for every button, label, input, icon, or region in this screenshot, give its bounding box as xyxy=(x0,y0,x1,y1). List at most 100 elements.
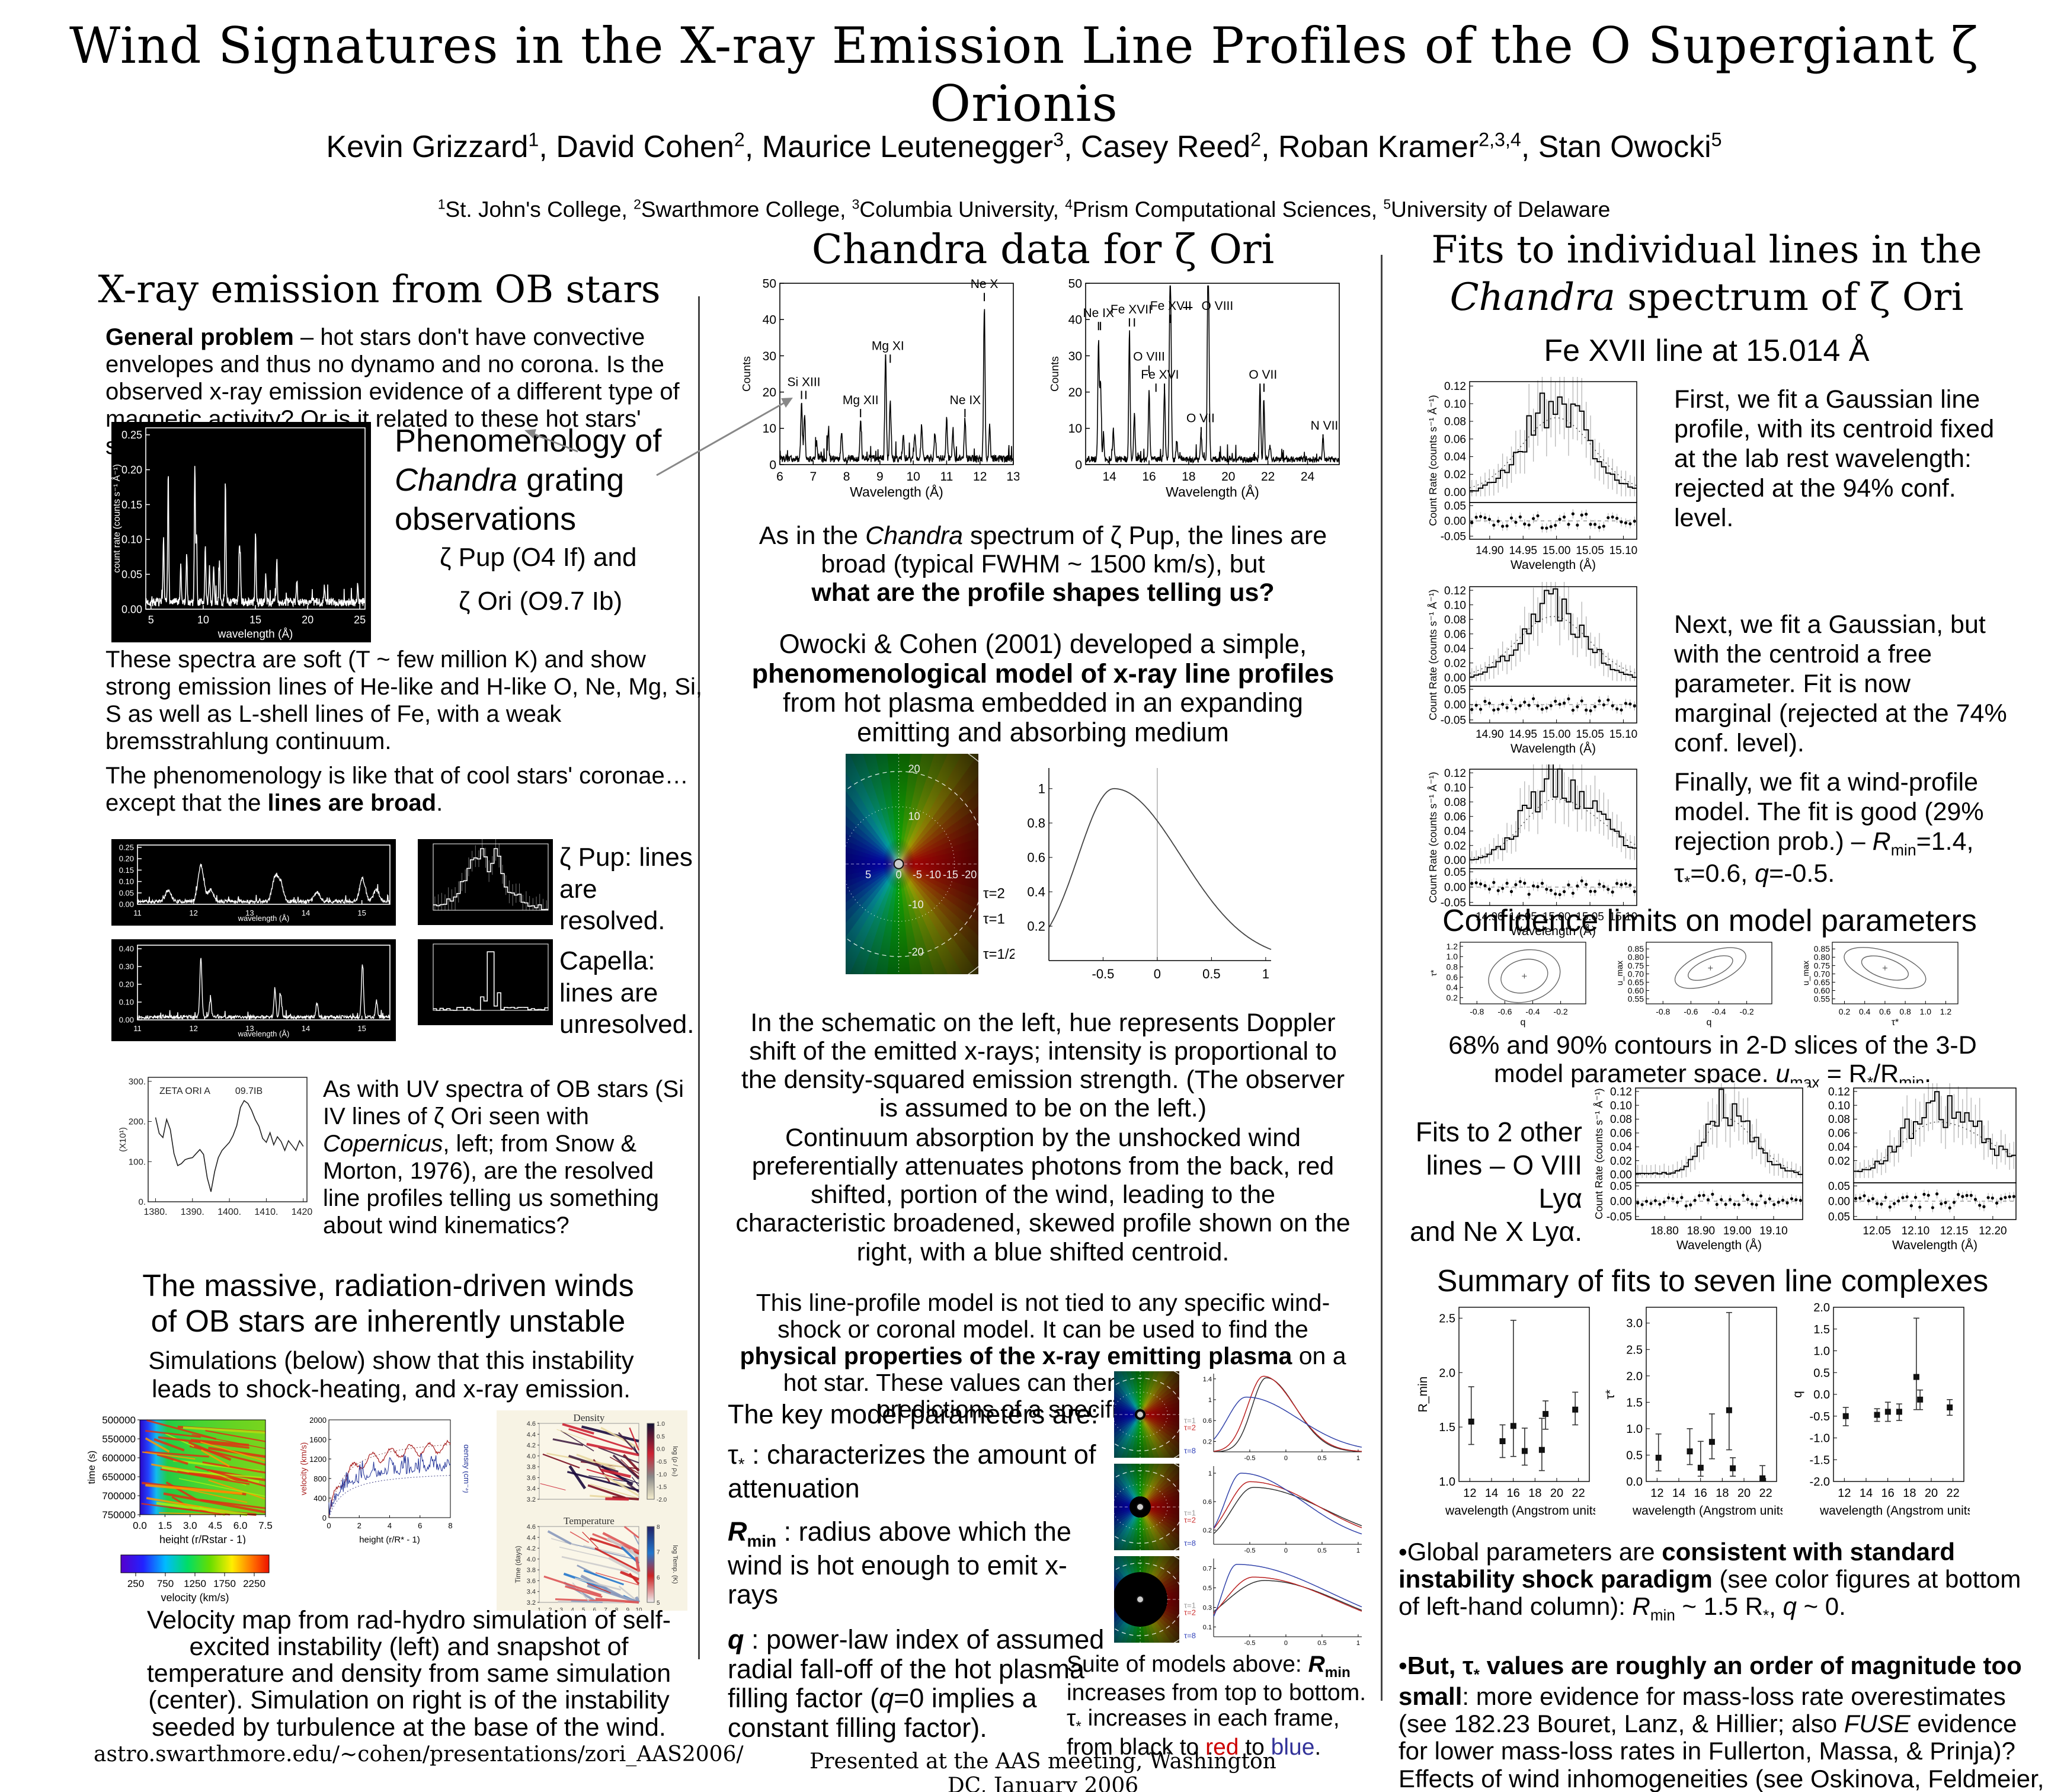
affiliation: 5University of Delaware xyxy=(1383,197,1611,222)
tick-label: 20 xyxy=(1068,386,1082,399)
tick-label: 0.70 xyxy=(1814,969,1830,978)
continuum-paragraph: Continuum absorption by the unshocked wi… xyxy=(735,1124,1351,1266)
zeta-pup-label: ζ Pup (O4 If) and xyxy=(440,543,637,572)
tick-label: 11 xyxy=(133,1024,142,1033)
tick-label: 0.02 xyxy=(1828,1155,1850,1167)
tick-label: τ=1 xyxy=(1184,1416,1196,1425)
tick-label: 0.05 xyxy=(1444,866,1466,879)
suite-caption: Suite of models above: Rmin increases fr… xyxy=(1067,1652,1367,1760)
tick-label: 500000 xyxy=(102,1415,136,1426)
tick-label: τ* xyxy=(1429,969,1438,977)
tick-label: 0.6 xyxy=(1027,850,1045,865)
mid-heading: Chandra data for ζ Ori xyxy=(811,226,1275,273)
tick-label: Wavelength (Å) xyxy=(1892,1239,1977,1252)
zeta-ori-label: ζ Ori (O9.7 Ib) xyxy=(459,587,623,616)
tick-label: Wavelength (Å) xyxy=(1676,1239,1762,1252)
summary-plot-rmin: 12 14 16 18 20 22 1.0 1.5 2.0 2.5 wavelength (Angs… xyxy=(1417,1301,1595,1521)
tick-label: 1.2 xyxy=(1940,1007,1952,1016)
c-cbar-svg: 250 750 1250 1750 2250 velocity (km/s) xyxy=(120,1554,270,1604)
fit-text-2: Next, we fit a Gaussian, but with the ce… xyxy=(1674,610,2007,757)
tick-label: 700000 xyxy=(102,1490,136,1502)
simulations-text: Simulations (below) show that this insta… xyxy=(148,1346,634,1403)
tick-label: 10 xyxy=(908,811,920,823)
tick-label: 0.20 xyxy=(119,980,134,989)
tick-label: 22 xyxy=(1572,1487,1585,1500)
tick-label: 7 xyxy=(604,1607,607,1611)
tick-label: Time (days) xyxy=(514,1546,522,1583)
tick-label: 0.65 xyxy=(1814,977,1830,987)
tick-label: 2.0 xyxy=(1813,1301,1830,1314)
c-ct1-svg: -0.8 -0.6 -0.4 -0.2 0.20.40.60.81.01.2 q τ* xyxy=(1429,942,1586,1028)
tick-label: 0.04 xyxy=(1444,451,1466,463)
tick-label: 300. xyxy=(129,1077,146,1087)
tick-label: height (r/R* - 1) xyxy=(359,1535,420,1545)
tick-label: -0.5 xyxy=(1244,1640,1255,1647)
tick-label: 2.0 xyxy=(1626,1370,1643,1383)
tick-label: 0.00 xyxy=(1610,1196,1632,1208)
tick-label: 0.05 xyxy=(119,888,134,897)
tick-label: 0. xyxy=(138,1197,146,1207)
tick-label: 14.95 xyxy=(1509,728,1537,741)
tick-label: height (r/Rstar - 1) xyxy=(159,1534,246,1544)
tick-label: 50 xyxy=(1068,277,1082,290)
tick-label: 20 xyxy=(908,763,920,775)
author: , Casey Reed2 xyxy=(1064,129,1262,165)
tick-label: τ=8 xyxy=(1184,1539,1196,1548)
tick-label: 400 xyxy=(313,1494,327,1503)
tick-label: Density xyxy=(574,1412,605,1423)
tick-label: -20 xyxy=(908,946,924,958)
tick-label: 0.5 xyxy=(1317,1455,1326,1462)
tick-label: 4.5 xyxy=(208,1520,222,1531)
tick-label: 6 xyxy=(418,1521,422,1530)
zpup-lines-panel: 11 12 13 14 15 0.00 0.05 0.10 0.15 0.20 0.25 wavele… xyxy=(111,839,396,926)
hue-paragraph: In the schematic on the left, hue repres… xyxy=(741,1009,1345,1123)
c-fitNe-svg: 0.12 0.100.08 0.060.040.02 0.05 0.00 0.05 12.0… xyxy=(1818,1083,2021,1254)
tick-label: 14 xyxy=(1485,1487,1498,1500)
tick-label: 0 xyxy=(896,869,902,881)
tick-label: 12 xyxy=(189,908,197,917)
tick-label: 20 xyxy=(302,614,313,626)
tick-label: 15.10 xyxy=(1609,728,1638,741)
q-definition: q : power-law index of assumed radial fa… xyxy=(728,1624,1105,1743)
tick-label: 3.6 xyxy=(527,1474,536,1481)
tick-label: 0.15 xyxy=(121,499,142,511)
tick-label: 3.4 xyxy=(527,1486,536,1493)
tick-label: -0.5 xyxy=(657,1459,667,1465)
tick-label: 16 xyxy=(1881,1487,1895,1500)
tick-label: 1 xyxy=(1208,1397,1212,1404)
zpup-single-line-panel xyxy=(418,839,553,925)
tick-label: 0 xyxy=(1154,967,1161,981)
tick-label: 0.06 xyxy=(1444,811,1466,823)
tick-label: 550000 xyxy=(102,1433,136,1445)
tick-label: time (s) xyxy=(88,1451,97,1484)
tick-label: 0.55 xyxy=(1628,994,1644,1003)
tick-label: 0.10 xyxy=(1444,398,1466,411)
tick-label: 0.4 xyxy=(1027,885,1045,900)
tick-label: -1.0 xyxy=(657,1471,667,1478)
tick-label: wavelength (Angstrom units) xyxy=(1445,1504,1595,1518)
author: , Stan Owocki5 xyxy=(1521,129,1722,165)
tick-label: 0.10 xyxy=(1828,1100,1850,1112)
tick-label: 1 xyxy=(1208,1470,1212,1477)
tick-label: 12.10 xyxy=(1902,1225,1930,1237)
tick-label: 1200 xyxy=(309,1455,327,1464)
tick-label: 0.00 xyxy=(119,900,134,909)
tick-label: 1380. xyxy=(143,1207,167,1217)
tick-label: 6 xyxy=(776,470,783,484)
tick-label: Counts xyxy=(742,356,753,392)
tick-label: 15.00 xyxy=(1543,545,1571,557)
rmin-definition: Rmin : radius above which the wind is ho… xyxy=(728,1516,1071,1610)
tick-label: 18 xyxy=(1528,1487,1541,1500)
tick-label: 0.00 xyxy=(1444,882,1466,894)
tick-label: 3.4 xyxy=(527,1589,536,1596)
tick-label: 0.05 xyxy=(1828,1180,1850,1193)
tick-label: 4.0 xyxy=(527,1453,536,1460)
tick-label: 5 xyxy=(657,1600,660,1607)
velocity-map-figure: 500000 550000 600000 650000 700000 750000 0.0 1… xyxy=(88,1415,273,1544)
tick-label: 1400. xyxy=(217,1207,241,1217)
tick-label: 20 xyxy=(763,386,776,399)
fit-figure-3: 0.12 0.10 0.08 0.06 0.04 0.02 0.00 0.05 0.00 -0.0… xyxy=(1427,764,1641,940)
tick-label: velocity (km/s) xyxy=(161,1592,229,1604)
tick-label: 750 xyxy=(157,1578,174,1589)
